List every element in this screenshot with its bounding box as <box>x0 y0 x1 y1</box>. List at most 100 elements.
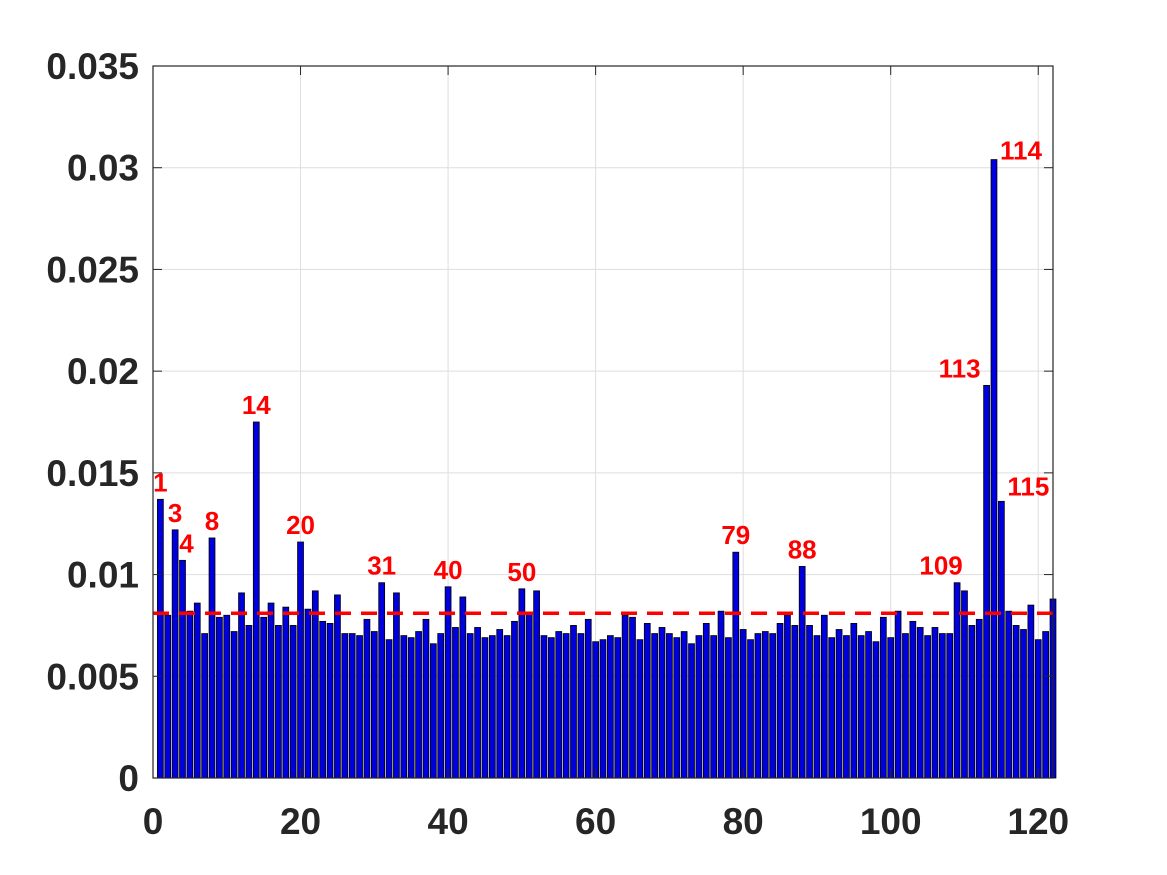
annotation-8: 8 <box>205 506 219 536</box>
bar-7 <box>201 633 208 779</box>
bar-37 <box>422 618 430 779</box>
bar-42 <box>459 596 467 779</box>
annotation-4: 4 <box>179 528 194 558</box>
bar-3 <box>171 529 179 779</box>
bar-108 <box>946 633 954 779</box>
bar-16 <box>267 602 275 779</box>
bar-49 <box>511 620 518 779</box>
bar-60 <box>592 641 599 779</box>
y-tick-label: 0.025 <box>46 249 139 290</box>
bar-26 <box>341 633 349 779</box>
bar-10 <box>223 614 231 779</box>
annotation-113: 113 <box>939 353 981 383</box>
bar-25 <box>334 594 341 779</box>
bar-23 <box>319 620 327 779</box>
bar-73 <box>688 643 695 779</box>
bar-74 <box>695 635 703 779</box>
annotation-20: 20 <box>286 510 315 540</box>
y-tick-label: 0.01 <box>67 555 139 596</box>
bar-76 <box>710 635 718 779</box>
bar-103 <box>909 620 917 779</box>
bar-91 <box>820 614 828 779</box>
bar-1 <box>157 498 164 779</box>
y-tick-label: 0.03 <box>67 148 139 189</box>
axes-box <box>152 65 1054 779</box>
bar-81 <box>747 639 754 779</box>
y-tick-label: 0.005 <box>46 656 139 697</box>
annotation-31: 31 <box>367 551 396 581</box>
bar-117 <box>1012 625 1020 779</box>
bar-63 <box>614 637 622 779</box>
bar-12 <box>238 592 245 779</box>
annotation-50: 50 <box>507 557 536 587</box>
bar-5 <box>186 610 194 779</box>
y-tick-label: 0 <box>118 758 139 799</box>
x-tick-label: 80 <box>723 801 764 842</box>
bar-2 <box>164 614 172 779</box>
annotation-3: 3 <box>168 498 182 528</box>
bar-85 <box>776 622 784 779</box>
bar-106 <box>931 627 939 779</box>
bar-71 <box>673 637 681 779</box>
bar-95 <box>850 622 858 779</box>
bar-15 <box>260 616 268 779</box>
annotation-79: 79 <box>721 520 750 550</box>
bar-50 <box>518 588 526 779</box>
bar-80 <box>739 629 747 779</box>
bar-121 <box>1042 631 1049 779</box>
y-tick-label: 0.035 <box>46 46 139 87</box>
bar-66 <box>636 639 644 779</box>
bar-111 <box>968 625 976 779</box>
bar-107 <box>938 633 946 779</box>
bar-97 <box>865 631 872 779</box>
x-tick-label: 20 <box>280 801 321 842</box>
bar-112 <box>975 618 983 779</box>
annotation-1: 1 <box>153 467 167 497</box>
bar-90 <box>813 635 821 779</box>
bar-46 <box>488 635 496 779</box>
bar-48 <box>503 635 511 779</box>
bar-8 <box>208 537 216 779</box>
bar-98 <box>872 641 880 779</box>
bar-47 <box>496 629 504 779</box>
y-tick-label: 0.015 <box>46 453 139 494</box>
bar-43 <box>466 633 474 779</box>
bar-22 <box>311 590 319 779</box>
annotation-109: 109 <box>919 551 962 581</box>
bar-27 <box>348 633 356 779</box>
bar-29 <box>363 618 371 779</box>
bar-69 <box>658 627 666 779</box>
bar-70 <box>666 633 673 779</box>
bar-55 <box>555 631 563 779</box>
bar-58 <box>577 633 585 779</box>
bar-79 <box>732 551 740 779</box>
bar-100 <box>887 637 895 779</box>
bar-18 <box>282 606 290 779</box>
bar-82 <box>754 633 762 779</box>
bar-4 <box>179 559 186 779</box>
bar-57 <box>570 625 577 779</box>
bar-64 <box>621 614 629 779</box>
bar-86 <box>784 614 791 779</box>
x-tick-label: 40 <box>428 801 469 842</box>
bar-120 <box>1034 639 1042 779</box>
bar-45 <box>481 637 489 779</box>
annotation-88: 88 <box>788 534 817 564</box>
y-tick-label: 0.02 <box>67 351 139 392</box>
bar-54 <box>548 637 555 779</box>
bar-72 <box>680 631 688 779</box>
bar-31 <box>378 582 386 779</box>
bar-88 <box>798 566 806 779</box>
bar-104 <box>916 627 924 779</box>
bar-13 <box>245 625 253 779</box>
bar-6 <box>193 602 201 779</box>
bar-89 <box>806 625 813 779</box>
bar-93 <box>835 629 843 779</box>
bar-67 <box>643 622 651 779</box>
bar-33 <box>393 592 400 779</box>
bar-102 <box>902 633 909 779</box>
bar-78 <box>725 637 732 779</box>
bar-94 <box>843 635 850 779</box>
